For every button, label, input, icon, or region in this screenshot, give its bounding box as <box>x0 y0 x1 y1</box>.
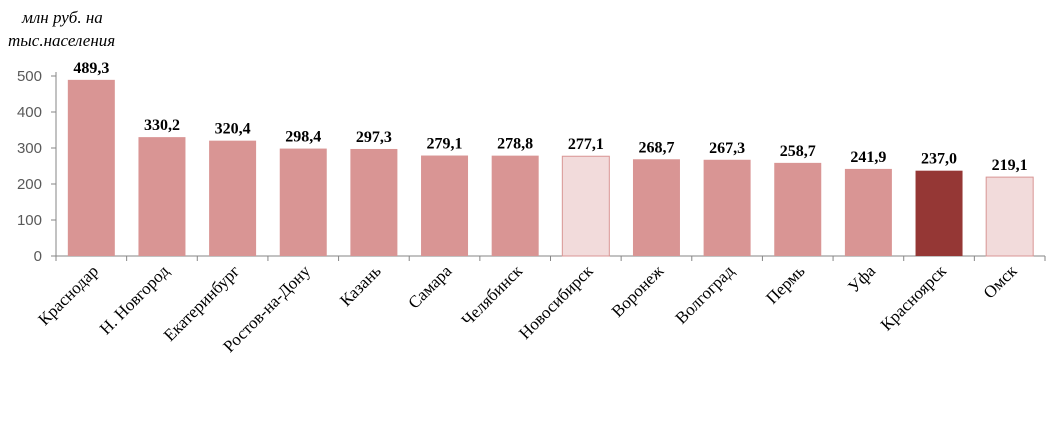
x-tick-label: Н. Новгород <box>96 261 173 338</box>
data-label: 297,3 <box>356 129 392 146</box>
y-axis-label: млн руб. на тыс.населения <box>8 6 133 52</box>
bar <box>844 168 892 256</box>
bar <box>561 155 610 257</box>
x-tick-label: Челябинск <box>458 261 527 330</box>
bar <box>279 148 327 256</box>
data-label: 298,4 <box>285 129 321 146</box>
x-tick-label: Краснодар <box>34 261 102 329</box>
x-tick-label: Самара <box>404 261 455 312</box>
bar <box>774 162 822 256</box>
x-tick-label: Омск <box>980 261 1021 302</box>
data-label: 489,3 <box>73 60 109 77</box>
data-label: 267,3 <box>709 140 745 157</box>
bar <box>421 155 469 256</box>
x-tick-label: Воронеж <box>608 261 668 321</box>
y-axis-label-line-1: млн руб. на <box>22 8 103 27</box>
x-tick-label: Волгоград <box>672 261 739 328</box>
bar <box>209 140 257 256</box>
data-label: 268,7 <box>638 139 674 156</box>
y-tick-label: 100 <box>17 212 42 229</box>
data-label: 277,1 <box>568 136 604 153</box>
bar <box>632 159 680 256</box>
x-tick-label: Красноярск <box>877 261 951 335</box>
data-label: 219,1 <box>992 157 1028 174</box>
x-tick-label: Пермь <box>762 261 809 308</box>
data-label: 330,2 <box>144 117 180 134</box>
y-tick-label: 300 <box>17 140 42 157</box>
bar <box>985 176 1034 257</box>
data-label: 320,4 <box>215 121 251 138</box>
data-label: 278,8 <box>497 136 533 153</box>
data-label: 258,7 <box>780 143 816 160</box>
bar <box>138 137 186 256</box>
x-tick-label: Уфа <box>844 261 879 296</box>
y-tick-label: 0 <box>34 248 42 265</box>
y-tick-label: 400 <box>17 104 42 121</box>
bar <box>350 148 398 256</box>
data-label: 279,1 <box>427 136 463 153</box>
x-tick-label: Новосибирск <box>515 261 597 343</box>
bar <box>915 170 963 256</box>
y-tick-label: 500 <box>17 68 42 85</box>
bar <box>491 155 539 256</box>
data-label: 237,0 <box>921 151 957 168</box>
data-label: 241,9 <box>850 149 886 166</box>
y-tick-label: 200 <box>17 176 42 193</box>
bar <box>67 79 115 257</box>
x-tick-label: Казань <box>336 261 385 310</box>
bar <box>703 159 751 256</box>
y-axis-label-line-2: тыс.населения <box>8 31 116 50</box>
